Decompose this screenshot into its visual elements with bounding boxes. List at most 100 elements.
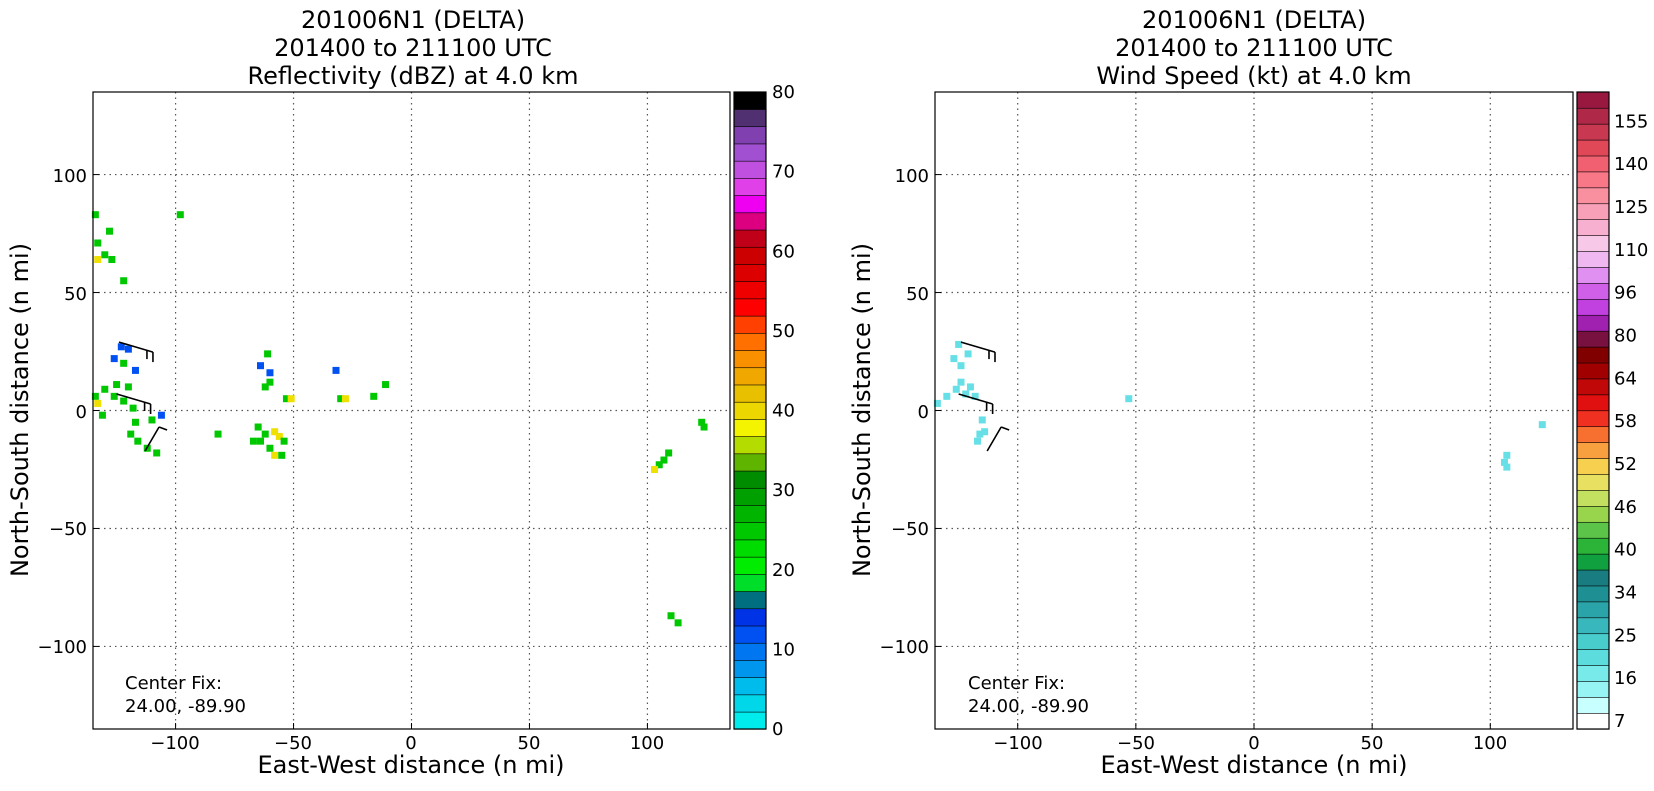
data-cell (957, 362, 965, 370)
colorbar-swatch (733, 160, 767, 179)
colorbar-swatch (733, 556, 767, 575)
colorbar-swatch (733, 212, 767, 231)
data-cell (101, 251, 109, 259)
colorbar-swatch (733, 367, 767, 386)
data-cell (341, 395, 349, 403)
data-cell (257, 437, 265, 445)
colorbar-tick-label: 80 (1614, 326, 1637, 347)
colorbar-frame (1576, 91, 1610, 730)
data-cell (120, 277, 128, 285)
colorbar-swatch (1576, 664, 1610, 682)
data-cell (148, 416, 156, 424)
x-tick-label: −100 (150, 733, 199, 754)
data-cell (110, 355, 118, 363)
colorbar-tick-label: 125 (1614, 197, 1648, 218)
data-cell (124, 383, 132, 391)
data-cell (108, 256, 116, 264)
colorbar-swatch (733, 590, 767, 610)
data-cell (134, 437, 142, 445)
y-tick-label: −50 (891, 519, 929, 540)
colorbar-tick-label: 58 (1614, 411, 1637, 432)
colorbar-swatch (733, 246, 767, 265)
colorbar-swatch (1576, 346, 1610, 364)
data-cell (337, 395, 345, 403)
data-cell (94, 399, 102, 407)
colorbar-swatch (1576, 680, 1610, 698)
colorbar-swatch (1576, 633, 1610, 650)
chart-title-line-1: 201006N1 (DELTA) (301, 6, 525, 34)
colorbar-swatch (733, 487, 767, 506)
colorbar-swatch (1576, 187, 1610, 205)
y-tick-label: 50 (64, 284, 87, 305)
colorbar-swatch (1576, 330, 1610, 348)
colorbar-swatch (1576, 266, 1610, 284)
x-tick-label: −50 (274, 733, 312, 754)
center-fix-value: 24.00, -89.90 (125, 696, 246, 717)
wind-barb (958, 393, 994, 414)
colorbar-tick-label: 7 (1614, 711, 1625, 732)
data-cell (113, 381, 121, 389)
data-cell (287, 395, 295, 403)
data-cell (271, 451, 279, 459)
colorbar-swatch (733, 281, 767, 300)
data-cell (665, 449, 673, 457)
data-cell (651, 465, 659, 473)
data-cell (981, 428, 989, 436)
colorbar-swatch (733, 625, 767, 644)
colorbar-swatch (733, 711, 767, 730)
colorbar-tick-label: 40 (1614, 540, 1637, 561)
x-tick-label: 100 (1473, 733, 1507, 754)
data-cell (266, 444, 274, 452)
data-cell (278, 451, 286, 459)
colorbar-tick-label: 50 (772, 321, 795, 342)
colorbar-swatch (1576, 378, 1610, 396)
data-cell (157, 411, 165, 419)
colorbar-swatch (1576, 601, 1610, 619)
chart-title-line-3: Reflectivity (dBZ) at 4.0 km (248, 62, 579, 90)
colorbar-swatch (733, 418, 767, 437)
colorbar-tick-label: 0 (772, 719, 783, 740)
data-cell (976, 430, 984, 438)
colorbar-swatch (733, 332, 767, 351)
data-cell (971, 392, 979, 400)
x-tick-label: 0 (1248, 733, 1259, 754)
data-cell (974, 437, 982, 445)
colorbar-swatch (733, 349, 767, 369)
data-cell (978, 416, 986, 424)
colorbar-swatch (1576, 521, 1610, 539)
panel-wind-speed: 201006N1 (DELTA) 201400 to 211100 UTC Wi… (848, 6, 1648, 779)
x-tick-label: 50 (1361, 733, 1384, 754)
y-tick-label: 0 (918, 402, 929, 423)
colorbar-swatch (1576, 250, 1610, 268)
colorbar-tick-label: 10 (772, 639, 795, 660)
colorbar-tick-label: 20 (772, 560, 795, 581)
colorbar-tick-label: 60 (772, 241, 795, 262)
colorbar-swatch (1576, 712, 1610, 730)
data-cell (382, 381, 390, 389)
colorbar-swatch (1576, 505, 1610, 523)
data-cell (370, 392, 378, 400)
colorbar-tick-label: 52 (1614, 454, 1637, 475)
y-tick-label: −100 (38, 637, 87, 658)
data-cell (120, 359, 128, 367)
data-cell (254, 423, 262, 431)
colorbar-swatch (1576, 489, 1610, 507)
wind-barb-shaft (986, 426, 1002, 452)
x-tick-label: −100 (993, 733, 1042, 754)
y-tick-label: −50 (49, 519, 87, 540)
data-cell (655, 461, 663, 469)
colorbar-swatch (1576, 457, 1610, 475)
data-cell (955, 340, 963, 348)
chart-title-line-2: 201400 to 211100 UTC (274, 34, 552, 62)
colorbar-swatch (733, 539, 767, 558)
data-cell (120, 397, 128, 405)
colorbar-swatch (1576, 123, 1610, 141)
colorbar-swatch (733, 263, 767, 282)
colorbar-tick-label: 40 (772, 401, 795, 422)
data-cell (1125, 395, 1133, 403)
plot-frame (934, 91, 1574, 730)
data-cell (261, 430, 269, 438)
colorbar-swatch (1576, 298, 1610, 316)
x-tick-label: −50 (1117, 733, 1155, 754)
